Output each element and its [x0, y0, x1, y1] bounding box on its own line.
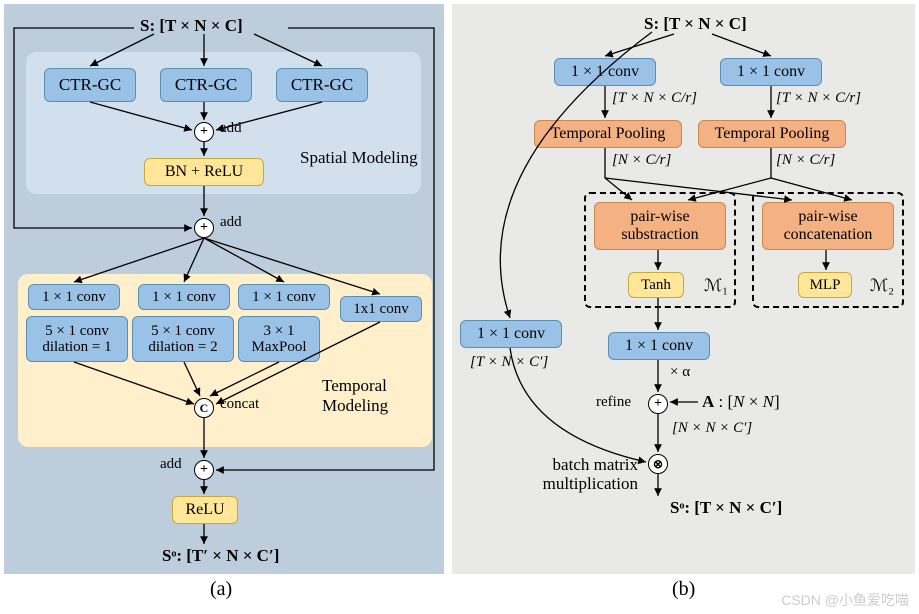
conv-1c: 1 × 1 conv: [238, 284, 330, 310]
refine-label: refine: [596, 394, 631, 411]
batch-label: batch matrix multiplication: [508, 456, 638, 493]
conv-left: 1 × 1 conv: [460, 320, 562, 348]
m2-label: ℳ₂: [870, 276, 894, 296]
maxpool: 3 × 1 MaxPool: [238, 316, 320, 362]
conv-b3: 1 × 1 conv: [608, 332, 710, 360]
refine-op: +: [648, 394, 668, 414]
pair-cat: pair-wise concatenation: [762, 202, 894, 250]
conv-1d: 1x1 conv: [340, 296, 422, 322]
concat-label: concat: [220, 396, 259, 413]
input-label-b: S: [T × N × C]: [644, 14, 747, 34]
conv-1a: 1 × 1 conv: [28, 284, 120, 310]
tpool-2: Temporal Pooling: [698, 120, 846, 148]
caption-a: (a): [210, 578, 232, 601]
tanh: Tanh: [628, 272, 684, 298]
bn-relu: BN + ReLU: [144, 158, 264, 186]
dim-b2b: [N × C/r]: [776, 152, 835, 169]
watermark: CSDN @小鱼爱吃喵: [781, 590, 909, 610]
A-label: A : [N × N]: [702, 392, 780, 412]
pair-sub: pair-wise substraction: [594, 202, 726, 250]
dim-b1a: [T × N × C/r]: [612, 90, 697, 107]
conv-1b: 1 × 1 conv: [138, 284, 230, 310]
dim-b3: [N × N × C′]: [672, 420, 752, 437]
add-op-2: +: [194, 218, 214, 238]
temporal-label: Temporal Modeling: [322, 376, 444, 416]
add-label-1: add: [220, 120, 242, 137]
input-label-a: S: [T × N × C]: [140, 16, 243, 36]
conv-5b: 5 × 1 conv dilation = 2: [132, 316, 234, 362]
add-op-3: +: [194, 460, 214, 480]
dim-b2a: [N × C/r]: [612, 152, 671, 169]
caption-b: (b): [672, 578, 695, 601]
ctr-gc-3: CTR-GC: [276, 68, 368, 102]
panel-a: S: [T × N × C] CTR-GC CTR-GC CTR-GC + ad…: [4, 4, 444, 574]
concat-op: C: [194, 398, 214, 418]
relu: ReLU: [172, 496, 238, 524]
dim-left: [T × N × C′]: [470, 354, 548, 371]
tpool-1: Temporal Pooling: [534, 120, 682, 148]
alpha-label: × α: [670, 364, 690, 381]
mlp: MLP: [798, 272, 852, 298]
ctr-gc-1: CTR-GC: [44, 68, 136, 102]
matmul-op: ⊗: [648, 454, 668, 474]
ctr-gc-2: CTR-GC: [160, 68, 252, 102]
add-op-1: +: [194, 122, 214, 142]
output-label-a: Sᵒ: [T′ × N × C′]: [162, 546, 279, 566]
add-label-3: add: [160, 456, 182, 473]
dim-b1b: [T × N × C/r]: [776, 90, 861, 107]
conv-5a: 5 × 1 conv dilation = 1: [26, 316, 128, 362]
conv-b1: 1 × 1 conv: [554, 58, 656, 86]
add-label-2: add: [220, 214, 242, 231]
output-label-b: Sᵒ: [T × N × C′]: [670, 498, 782, 518]
panel-b: S: [T × N × C] 1 × 1 conv 1 × 1 conv [T …: [452, 4, 915, 574]
m1-label: ℳ₁: [704, 276, 728, 296]
conv-b2: 1 × 1 conv: [720, 58, 822, 86]
spatial-label: Spatial Modeling: [300, 148, 418, 168]
